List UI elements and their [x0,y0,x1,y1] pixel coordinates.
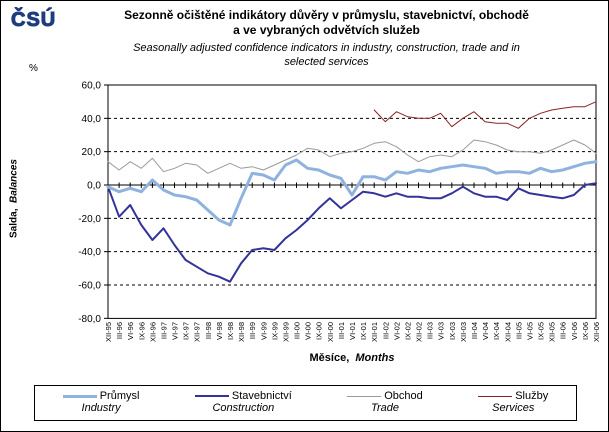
x-tick-label: III-05 [514,322,523,339]
x-tick-label: IX-97 [182,322,191,340]
y-tick-label: 40,0 [82,114,102,125]
legend-row-trade: Obchod [347,390,423,402]
x-tick-label: XII-05 [548,322,557,342]
x-tick-label: XII-99 [282,322,291,342]
legend-label-en-services: Services [492,402,535,414]
x-tick-label: VI-98 [215,322,224,340]
x-tick-label: IX-99 [270,322,279,340]
y-tick-label: -20,0 [78,214,101,225]
y-axis-title-cs: Salda, [8,205,20,238]
series-line-construction [107,182,597,283]
x-tick-label: III-01 [337,322,346,339]
chart-legend: Průmysl Industry Stavebnictví Construction O… [34,385,577,421]
chart-subtitle: Seasonally adjusted confidence indicator… [63,41,590,69]
legend-line-sample-services [478,395,513,397]
x-tick-label: IX-04 [492,322,501,340]
x-tick-label: XII-04 [503,322,512,342]
legend-item-trade: Obchod Trade [347,390,423,414]
csu-logo: ČSÚ [10,9,57,32]
legend-label-cs-services: Služby [515,390,549,402]
x-tick-label: VI-01 [348,322,357,340]
x-tick-label: VI-96 [126,322,135,340]
chart-title-line2: a ve vybraných odvětvích služeb [233,23,420,37]
legend-row-industry: Průmysl [62,390,140,402]
legend-item-industry: Průmysl Industry [62,390,140,414]
x-axis-title: Měsíce, Months [108,352,596,364]
legend-label-en-trade: Trade [371,402,399,414]
legend-label-cs-trade: Obchod [384,390,423,402]
legend-label-cs-construction: Stavebnictví [231,390,292,402]
legend-item-construction: Stavebnictví Construction [194,390,292,414]
x-tick-label: VI-06 [570,322,579,340]
series-line-trade [107,139,597,174]
x-tick-label: III-03 [426,322,435,339]
legend-label-en-industry: Industry [81,402,121,414]
x-tick-label: VI-05 [526,322,535,340]
legend-item-services: Služby Services [478,390,548,414]
x-tick-label: III-00 [293,322,302,339]
x-tick-label: VI-99 [259,322,268,340]
x-tick-label: III-96 [115,322,124,339]
x-tick-label: VI-00 [304,322,313,340]
x-axis-title-cs: Měsíce, [309,352,353,364]
x-tick-label: XII-02 [415,322,424,342]
x-tick-label: IX-98 [226,322,235,340]
legend-row-construction: Stavebnictví [194,390,292,402]
x-tick-label: IX-05 [537,322,546,340]
y-axis-title-en: Balances [8,159,20,203]
x-tick-label: III-06 [559,322,568,339]
chart-subtitle-line1: Seasonally adjusted confidence indicator… [133,42,520,54]
y-tick-label: 0,0 [87,181,101,192]
x-tick-label: XII-01 [370,322,379,342]
legend-label-cs-industry: Průmysl [99,390,140,402]
x-tick-label: IX-01 [359,322,368,340]
x-tick-label: XII-95 [104,322,113,342]
x-tick-label: IX-03 [448,322,457,340]
x-tick-label: XII-96 [148,322,157,342]
legend-row-services: Služby [478,390,548,402]
x-tick-label: III-99 [248,322,257,339]
legend-label-en-construction: Construction [212,402,275,414]
x-tick-label: XII-98 [237,322,246,342]
percent-unit-label: % [29,63,38,74]
x-tick-label: IX-96 [137,322,146,340]
y-tick-label: -40,0 [78,247,101,258]
chart-header: Sezonně očištěné indikátory důvěry v prů… [63,8,590,69]
x-tick-label: VI-02 [392,322,401,340]
x-tick-label: IX-02 [404,322,413,340]
x-tick-label: VI-97 [171,322,180,340]
x-tick-label: III-98 [204,322,213,339]
legend-line-sample-industry [62,394,97,398]
x-tick-label: XII-06 [592,322,601,342]
x-tick-label: IX-00 [315,322,324,340]
x-tick-label: XII-03 [459,322,468,342]
x-tick-label: III-02 [381,322,390,339]
legend-line-sample-trade [347,395,382,397]
chart-title-line1: Sezonně očištěné indikátory důvěry v prů… [124,8,529,22]
x-axis-title-en: Months [355,352,395,364]
x-tick-label: XII-00 [326,322,335,342]
y-axis-title: Salda, Balances [9,139,20,259]
y-tick-label: 60,0 [82,81,102,92]
x-tick-label: III-04 [470,322,479,339]
series-line-services [373,101,597,129]
y-tick-label: -80,0 [78,314,101,325]
x-tick-label: XII-97 [193,322,202,342]
x-tick-label: VI-03 [437,322,446,340]
legend-line-sample-construction [194,395,229,397]
chart-subtitle-line2: selected services [284,56,369,68]
y-tick-label: -60,0 [78,281,101,292]
plot-border [107,84,597,319]
x-tick-label: III-97 [160,322,169,339]
series-line-industry [106,158,598,227]
x-tick-label: VI-04 [481,322,490,340]
x-tick-label: IX-06 [581,322,590,340]
y-tick-label: 20,0 [82,147,102,158]
